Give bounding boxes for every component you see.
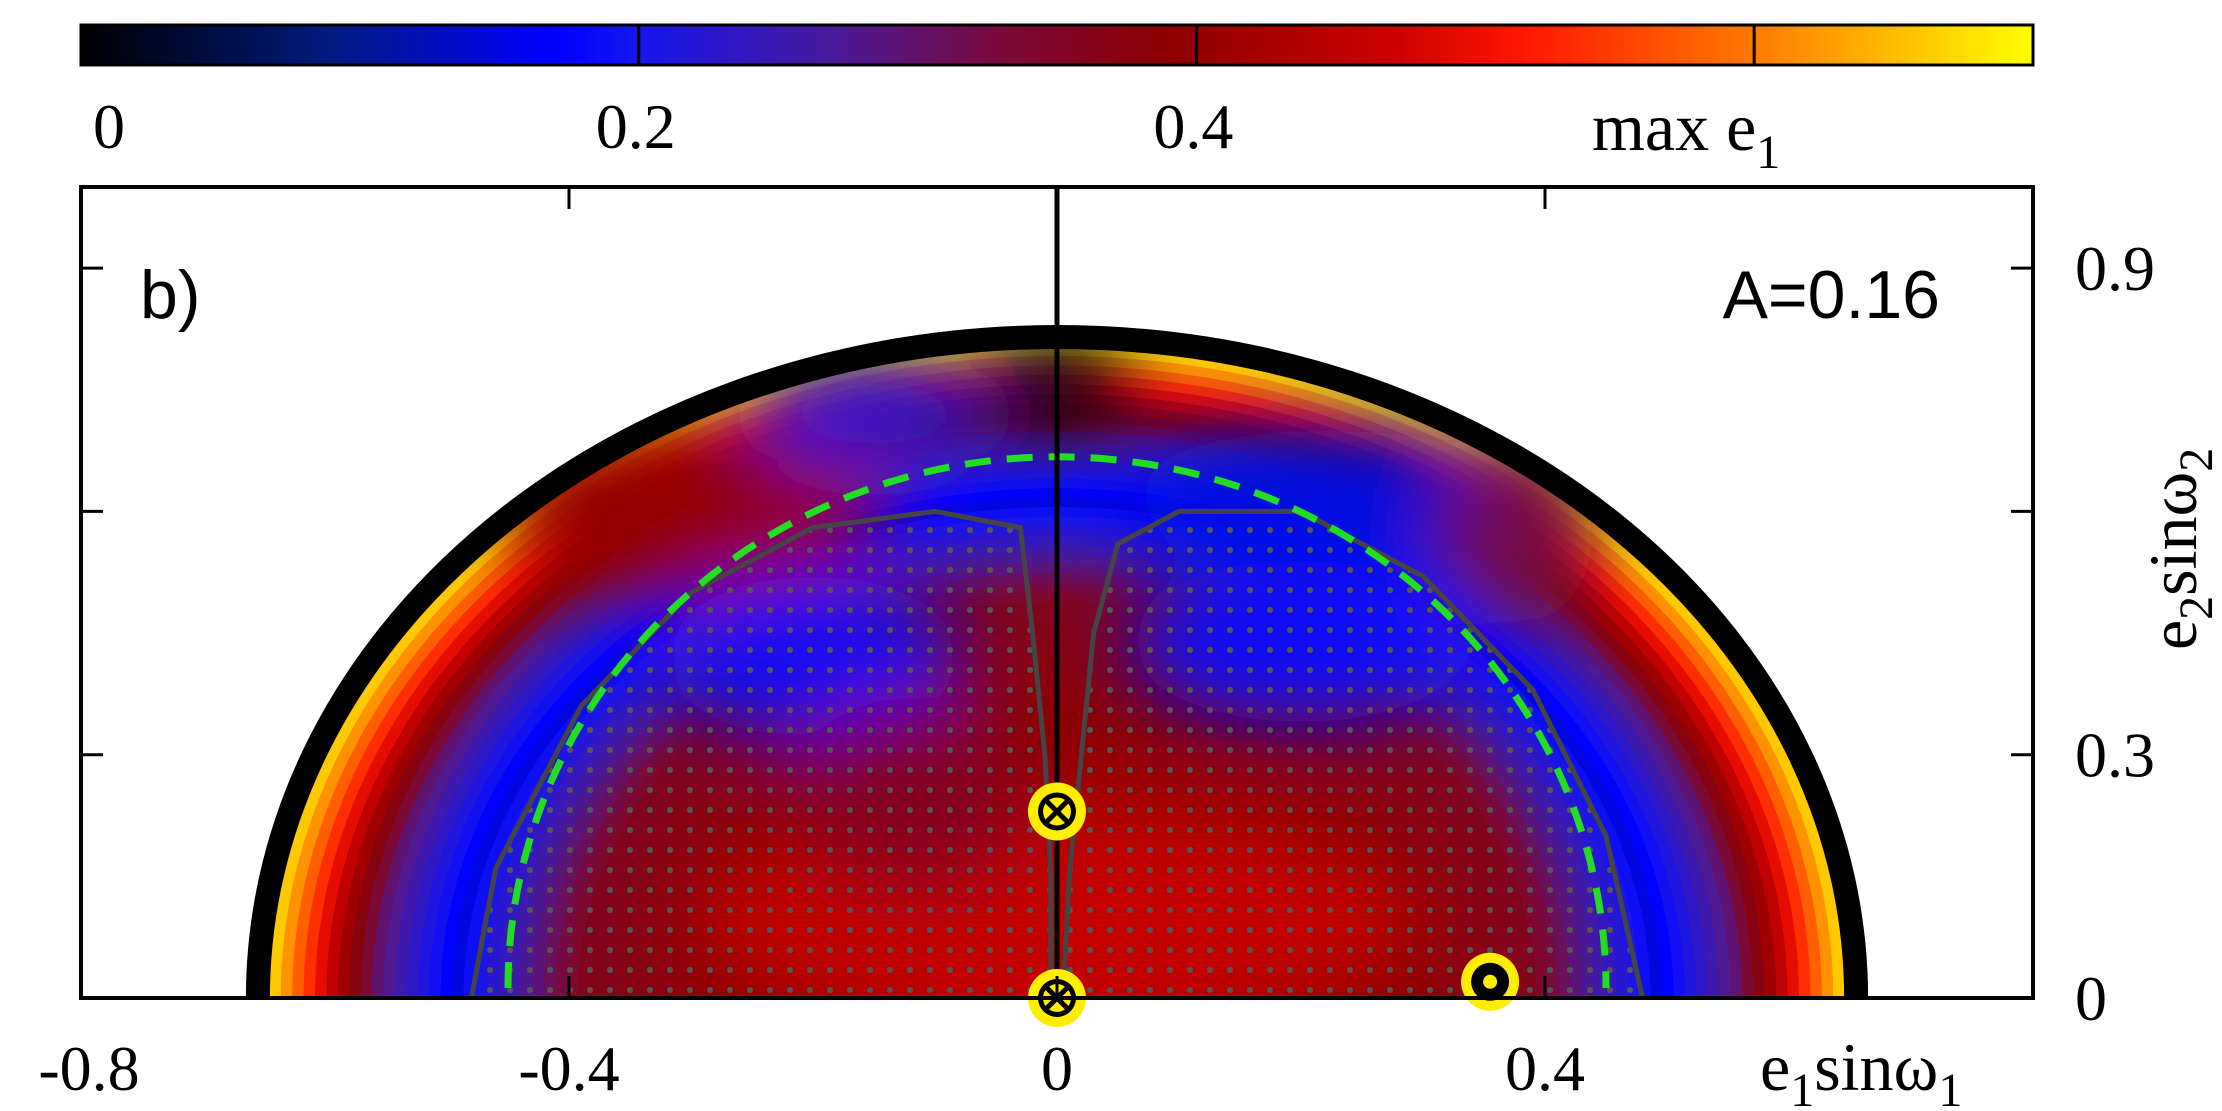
annotation-label: A=0.16 [1723,257,1940,333]
marker-cross [1028,782,1086,841]
colorbar-tick-label: 0.2 [596,91,676,162]
y-tick-label: 0.9 [2075,233,2155,304]
y-axis-label: e2sinω2 [2135,448,2222,650]
x-tick-label: -0.8 [38,1033,139,1104]
x-tick-labels: -0.8 -0.4 0 0.4 [38,1033,1585,1104]
colorbar-tick-label: 0.4 [1153,91,1233,162]
colorbar-tick-labels: 0 0.2 0.4 [93,91,1233,162]
y-tick-label: 0.3 [2075,720,2155,791]
y-tick-labels: 0 0.3 0.9 [2075,233,2155,1034]
colorbar-bar [79,23,2035,67]
panel-label: b) [140,257,200,333]
plot-area: -0.8 -0.4 0 0.4 0 0.3 0.9 b) A=0.16 [38,185,2155,1104]
colorbar-tick-label: 0 [93,91,125,162]
colorbar: 0 0.2 0.4 max e1 [79,23,2035,179]
x-tick-label: 0.4 [1505,1033,1585,1104]
x-axis-label: e1sinω1 [1760,1029,1962,1111]
axis-ticks [81,187,2033,998]
x-tick-label: 0 [1041,1033,1073,1104]
colorbar-ticks [637,25,1756,65]
colorbar-label: max e1 [1592,89,1780,179]
x-tick-label: -0.4 [518,1033,619,1104]
marker-dot [1461,952,1520,1011]
y-tick-label: 0 [2075,963,2107,1034]
